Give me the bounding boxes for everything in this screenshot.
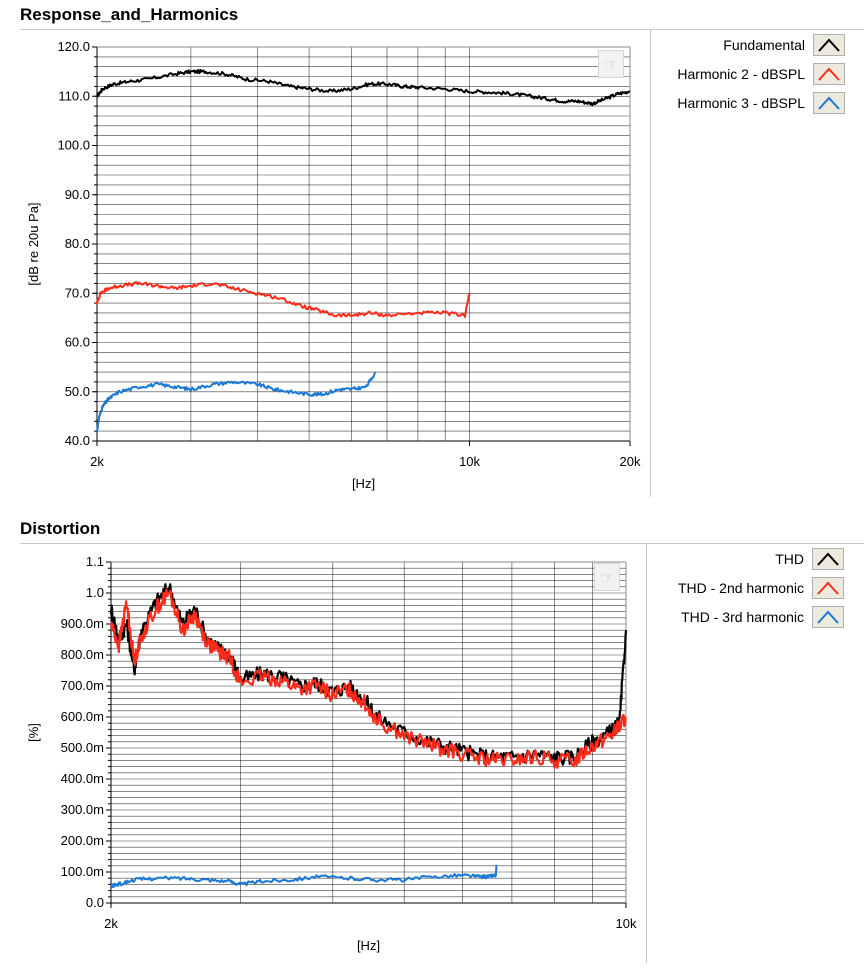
y-tick-label: 70.0 — [65, 285, 90, 300]
series-line-harmonic-2-dbspl — [96, 281, 471, 318]
y-tick-label: 60.0 — [65, 335, 90, 350]
y-tick-label: 900.0m — [61, 616, 104, 631]
legend-label: Harmonic 3 - dBSPL — [677, 95, 805, 111]
y-tick-label: 100.0m — [61, 864, 104, 879]
legend-swatch-icon[interactable] — [813, 92, 845, 114]
y-tick-label: 100.0 — [57, 138, 90, 153]
distortion-chart: 0.0 100.0m 200.0m 300.0m 400.0m 500.0m 600.0m 7… — [26, 554, 637, 953]
y-tick-label: 1.0 — [86, 585, 104, 600]
x-tick-label: 2k — [104, 916, 118, 931]
panel-divider — [20, 29, 864, 30]
line-style-icon — [818, 67, 840, 81]
y-tick-label: 700.0m — [61, 678, 104, 693]
y-tick-label: 800.0m — [61, 647, 104, 662]
x-tick-label: 10k — [459, 454, 480, 469]
y-tick-label: 200.0m — [61, 833, 104, 848]
legend-swatch-icon[interactable] — [812, 577, 844, 599]
legend-item[interactable]: THD - 2nd harmonic — [678, 575, 844, 601]
y-tick-label: 1.1 — [86, 554, 104, 569]
legend-item[interactable]: THD - 3rd harmonic — [681, 604, 844, 630]
chart-title-response: Response_and_Harmonics — [20, 5, 239, 24]
legend-swatch-icon[interactable] — [813, 34, 845, 56]
y-tick-label: 110.0 — [58, 88, 90, 103]
line-style-icon — [818, 38, 840, 52]
y-tick-label: 0.0 — [86, 895, 104, 910]
panel-divider — [646, 543, 647, 963]
line-style-icon — [817, 610, 839, 624]
x-axis-label: [Hz] — [357, 938, 380, 953]
series-line-fundamental — [96, 68, 631, 107]
x-tick-label: 20k — [620, 454, 641, 469]
y-tick-label: 120.0 — [57, 39, 90, 54]
plot-tool-icon[interactable]: ☞ — [598, 50, 624, 78]
legend-swatch-icon[interactable] — [813, 63, 845, 85]
y-tick-label: 400.0m — [61, 771, 104, 786]
legend-line-mark — [818, 96, 840, 110]
legend-item[interactable]: THD — [775, 546, 844, 572]
legend-label: THD - 2nd harmonic — [677, 580, 804, 596]
legend-label: Fundamental — [723, 37, 805, 53]
y-axis-label: [dB re 20u Pa] — [26, 202, 41, 285]
series-line-harmonic-3-dbspl — [96, 371, 377, 432]
legend-swatch-icon[interactable] — [812, 606, 844, 628]
series-line-thd-2nd-harmonic — [109, 588, 627, 769]
plot-tool-icon[interactable]: ☞ — [594, 563, 620, 591]
chart-title-distortion: Distortion — [20, 519, 101, 538]
legend-line-mark — [818, 38, 840, 52]
distortion-legend: THD THD - 2nd harmonic THD - 3rd harmonic — [646, 546, 844, 636]
line-style-icon — [817, 552, 839, 566]
legend-label: THD — [775, 551, 804, 567]
y-tick-label: 500.0m — [61, 740, 104, 755]
y-tick-label: 50.0 — [65, 384, 90, 399]
y-tick-label: 600.0m — [61, 709, 104, 724]
y-tick-label: 300.0m — [61, 802, 104, 817]
x-tick-label: 2k — [90, 454, 104, 469]
legend-line-mark — [817, 610, 839, 624]
legend-line-mark — [818, 67, 840, 81]
panel-divider — [20, 543, 864, 544]
line-style-icon — [818, 96, 840, 110]
x-tick-label: 10k — [616, 916, 637, 931]
line-style-icon — [817, 581, 839, 595]
legend-item[interactable]: Harmonic 2 - dBSPL — [677, 61, 845, 87]
legend-label: THD - 3rd harmonic — [681, 609, 804, 625]
legend-item[interactable]: Fundamental — [723, 32, 845, 58]
y-axis-label: [%] — [26, 723, 41, 742]
x-axis-label: [Hz] — [352, 476, 375, 491]
response-chart: 40.0 50.0 60.0 70.0 80.0 90.0 100.0 110.0 120.0 2… — [26, 39, 641, 491]
legend-label: Harmonic 2 - dBSPL — [677, 66, 805, 82]
legend-swatch-icon[interactable] — [812, 548, 844, 570]
panel-divider — [650, 29, 651, 497]
series-line-thd-3rd-harmonic — [110, 864, 498, 889]
y-tick-label: 80.0 — [65, 236, 90, 251]
y-tick-label: 90.0 — [65, 187, 90, 202]
response-legend: Fundamental Harmonic 2 - dBSPL Harmonic 3 … — [650, 32, 845, 122]
y-tick-label: 40.0 — [65, 433, 90, 448]
legend-line-mark — [817, 552, 839, 566]
legend-item[interactable]: Harmonic 3 - dBSPL — [677, 90, 845, 116]
legend-line-mark — [817, 581, 839, 595]
